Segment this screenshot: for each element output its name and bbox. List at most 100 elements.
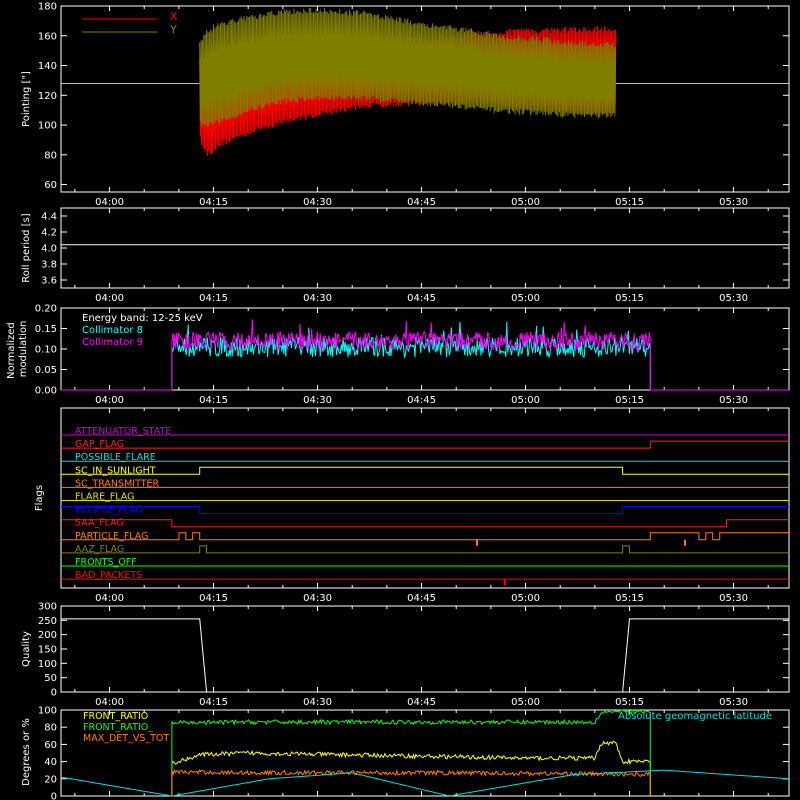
ratios-legend-label: MAX_DET_VS_TOT: [83, 733, 169, 744]
roll-period-y-tick-label: 4.4: [41, 212, 57, 223]
roll-period-plot-frame: [60, 207, 790, 289]
ratios-legend-label-latitude: Absolute geomagnetic latitude: [618, 711, 772, 722]
ratios-y-axis-label: Degrees or %: [21, 718, 32, 786]
modulation-y-tick-label: 0.15: [35, 324, 57, 335]
flags-x-tick-label: 04:30: [303, 593, 332, 604]
ratios-y-tick-label: 20: [44, 774, 57, 785]
modulation-x-tick-label: 05:15: [615, 395, 644, 406]
modulation-x-tick-label: 05:30: [719, 395, 748, 406]
flag-label: FLARE_FLAG: [75, 492, 135, 503]
ratios-legend-label: FRONT_RATIO_: [83, 722, 153, 733]
quality-x-tick-label: 04:30: [303, 697, 332, 708]
modulation-legend-label: Collimator 9: [82, 337, 143, 348]
pointing-series-y: [199, 7, 617, 127]
ratios-series-3: [60, 769, 790, 797]
roll-period-y-tick-label: 4.2: [41, 228, 57, 239]
pointing-x-tick-label: 04:15: [199, 197, 228, 208]
flag-label: PARTICLE_FLAG: [75, 531, 148, 542]
flag-line-aaz-flag: [61, 545, 789, 554]
modulation-x-tick-label: 04:45: [407, 395, 436, 406]
roll-period-x-tick-label: 04:15: [199, 293, 228, 304]
pointing-x-tick-label: 04:30: [303, 197, 332, 208]
roll-period-y-tick-label: 3.6: [41, 276, 57, 287]
modulation-y-tick-label: 0.05: [35, 365, 57, 376]
quality-y-tick-label: 150: [38, 645, 57, 656]
quality-y-tick-label: 300: [38, 602, 57, 613]
flag-label: POSSIBLE_FLARE: [75, 452, 156, 463]
roll-period-y-axis-label: Roll period [s]: [21, 213, 32, 282]
flags-y-axis-label: Flags: [34, 485, 45, 511]
quality-y-axis-label: Quality: [21, 631, 32, 667]
flags-plot-frame: [60, 407, 790, 589]
modulation-legend-title: Energy band: 12-25 keV: [82, 313, 203, 324]
flag-label: BAD_PACKETS: [75, 570, 142, 581]
pointing-x-tick-label: 05:30: [719, 197, 748, 208]
modulation-y-tick-label: 0.00: [35, 386, 57, 397]
roll-period-x-tick-label: 04:30: [303, 293, 332, 304]
pointing-y-axis-label: Pointing ["]: [21, 71, 32, 127]
quality-y-tick-label: 0: [51, 688, 57, 699]
flag-line-gap-flag: [61, 440, 789, 449]
pointing-legend-label-x: X: [170, 10, 178, 23]
pointing-y-tick-label: 140: [38, 61, 57, 72]
modulation-series-9: [61, 319, 789, 391]
quality-y-tick-label: 200: [38, 630, 57, 641]
modulation-x-tick-label: 04:00: [95, 395, 124, 406]
quality-series: [61, 618, 789, 693]
roll-period-x-tick-label: 04:00: [95, 293, 124, 304]
modulation-x-tick-label: 05:00: [511, 395, 540, 406]
ratios-y-tick-label: 0: [51, 792, 57, 800]
ratios-series-0: [171, 740, 651, 796]
pointing-y-tick-label: 180: [38, 2, 57, 13]
quality-y-tick-label: 250: [38, 616, 57, 627]
ratios-legend-label: FRONT_RATIO: [83, 711, 148, 722]
roll-period-x-tick-label: 05:30: [719, 293, 748, 304]
quality-x-tick-label: 05:15: [615, 697, 644, 708]
quality-y-tick-label: 100: [38, 659, 57, 670]
flag-label: ATTENUATOR_STATE: [75, 426, 171, 437]
pointing-plot-frame: [60, 5, 790, 193]
flags-panel: Flags: [34, 407, 790, 589]
pointing-legend-label-y: Y: [169, 23, 177, 36]
roll-period-x-tick-label: 05:15: [615, 293, 644, 304]
roll-period-panel: Roll period [s]: [21, 207, 790, 289]
pointing-y-tick-label: 100: [38, 121, 57, 132]
flags-x-tick-label: 05:00: [511, 593, 540, 604]
flag-label: FRONTS_OFF: [75, 557, 137, 568]
pointing-x-tick-label: 05:15: [615, 197, 644, 208]
pointing-x-tick-label: 04:00: [95, 197, 124, 208]
flag-line-eclipse-flag: [61, 506, 789, 515]
modulation-y-tick-label: 0.20: [35, 304, 57, 315]
ratios-plot-frame: [60, 709, 790, 797]
roll-period-y-tick-label: 3.8: [41, 260, 57, 271]
pointing-panel: Pointing ["]: [21, 5, 790, 193]
ratios-series-2: [171, 768, 651, 796]
flag-line-particle-flag: [61, 532, 789, 541]
flag-label: SAA_FLAG: [75, 518, 124, 529]
flag-label: AAZ_FLAG: [75, 544, 124, 555]
quality-x-tick-label: 05:00: [511, 697, 540, 708]
ratios-y-tick-label: 60: [44, 740, 57, 751]
flag-line-saa-flag: [61, 519, 789, 528]
pointing-y-tick-label: 80: [44, 150, 57, 161]
modulation-series-8: [61, 321, 789, 391]
flag-label: SC_TRANSMITTER: [75, 478, 160, 489]
flag-label: SC_IN_SUNLIGHT: [75, 465, 156, 476]
flags-x-tick-label: 05:15: [615, 593, 644, 604]
quality-y-tick-label: 50: [44, 673, 57, 684]
modulation-y-axis-label-line-2: modulation: [18, 321, 29, 378]
quality-x-tick-label: 04:15: [199, 697, 228, 708]
flags-x-tick-label: 04:45: [407, 593, 436, 604]
pointing-y-tick-label: 60: [44, 180, 57, 191]
flag-line-sc-in-sunlight: [61, 466, 789, 475]
ratios-y-tick-label: 80: [44, 723, 57, 734]
ratios-y-tick-label: 40: [44, 757, 57, 768]
pointing-x-tick-label: 05:00: [511, 197, 540, 208]
roll-period-x-tick-label: 05:00: [511, 293, 540, 304]
flags-x-tick-label: 04:00: [95, 593, 124, 604]
quality-x-tick-label: 04:00: [95, 697, 124, 708]
ratios-y-tick-label: 100: [38, 706, 57, 717]
modulation-legend-label: Collimator 8: [82, 325, 143, 336]
roll-period-y-tick-label: 4.0: [41, 244, 57, 255]
